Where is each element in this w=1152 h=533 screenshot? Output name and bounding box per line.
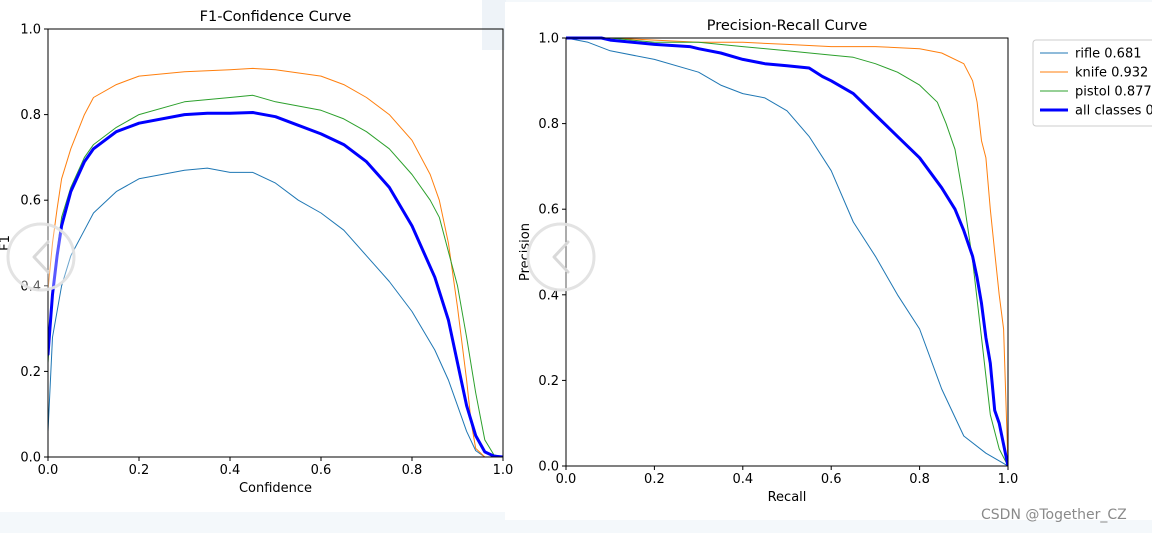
series-line-rifle-0-681 [566, 37, 1008, 466]
x-tick-label: 1.0 [493, 463, 514, 478]
series-group [566, 36, 1008, 466]
y-tick-label: 0.6 [20, 194, 41, 209]
y-tick-label: 0.0 [538, 460, 559, 475]
series-line-rifle [48, 167, 503, 457]
x-tick-label: 0.4 [732, 472, 753, 487]
legend: rifle 0.681 knife 0.932 pistol 0.877 all cl… [1032, 39, 1152, 127]
series-line-knife [48, 67, 503, 457]
chevron-left-icon [552, 240, 570, 274]
x-tick-label: 0.2 [644, 472, 665, 487]
x-tick-label: 0.2 [129, 463, 150, 478]
y-tick-label: 0.6 [538, 203, 559, 218]
y-tick-label: 0.0 [20, 451, 41, 466]
x-tick-label: 0.6 [821, 472, 842, 487]
series-group [48, 67, 503, 457]
f1-confidence-chart: 0.00.20.40.60.81.00.00.20.40.60.81.0F1-C… [0, 9, 513, 496]
legend-box [1032, 39, 1152, 127]
legend-label: pistol 0.877 [1075, 85, 1152, 100]
x-tick-label: 0.4 [220, 463, 241, 478]
plot-frame [565, 37, 1009, 467]
chart-title: Precision-Recall Curve [707, 18, 868, 34]
y-tick-label: 0.8 [538, 117, 559, 132]
legend-label: rifle 0.681 [1075, 47, 1142, 62]
y-tick-label: 1.0 [538, 32, 559, 47]
prev-image-button-left[interactable] [6, 222, 76, 292]
legend-label: knife 0.932 [1075, 66, 1148, 81]
series-line-pistol-0-877 [566, 37, 1008, 466]
f1-figure-panel [0, 0, 505, 512]
y-tick-label: 0.2 [20, 365, 41, 380]
x-tick-label: 0.0 [556, 472, 577, 487]
y-tick-label: 1.0 [20, 23, 41, 38]
x-tick-label: 1.0 [998, 472, 1019, 487]
y-tick-label: 0.2 [538, 374, 559, 389]
watermark: CSDN @Together_CZ [981, 507, 1127, 523]
series-line-knife-0-932 [566, 37, 1008, 466]
series-line-all-classes [48, 111, 503, 457]
x-tick-label: 0.6 [311, 463, 332, 478]
precision-recall-chart: 0.0 0.2 0.4 0.6 0.8 1.0 0.0 0.2 0.4 0.6 0.8 1.0 Prec… [518, 18, 1152, 505]
x-tick-label: 0.0 [38, 463, 59, 478]
y-tick-label: 0.8 [20, 108, 41, 123]
x-axis-label: Confidence [239, 481, 312, 496]
background-strip [482, 0, 506, 50]
chevron-left-icon [32, 240, 50, 274]
x-tick-label: 0.8 [909, 472, 930, 487]
legend-label: all classes 0.830 mAP@0.5 [1075, 104, 1152, 119]
chart-title: F1-Confidence Curve [200, 9, 352, 25]
series-line-all-classes-0-830-map-0-5 [566, 36, 1008, 466]
nav-ring [6, 222, 76, 292]
y-tick-label: 0.4 [538, 288, 559, 303]
x-tick-label: 0.8 [402, 463, 423, 478]
x-axis-label: Recall [768, 490, 807, 505]
series-line-pistol [48, 94, 503, 457]
nav-ring [526, 222, 596, 292]
prev-image-button-right[interactable] [526, 222, 596, 292]
